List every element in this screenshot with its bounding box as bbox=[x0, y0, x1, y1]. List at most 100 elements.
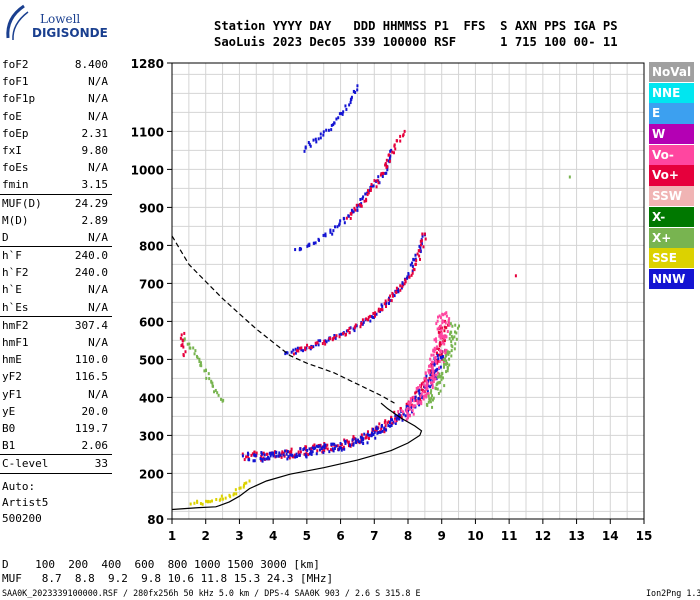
echo-point bbox=[387, 424, 390, 428]
echo-point bbox=[333, 121, 336, 125]
echo-point bbox=[438, 372, 441, 376]
echo-point bbox=[243, 458, 246, 462]
echo-point bbox=[432, 380, 435, 384]
echo-point bbox=[456, 326, 459, 330]
echo-point bbox=[412, 412, 415, 416]
echo-point bbox=[278, 451, 281, 455]
param-label: foEp bbox=[2, 126, 29, 140]
echo-point bbox=[308, 452, 311, 456]
echo-point bbox=[433, 356, 436, 360]
echo-point bbox=[284, 449, 287, 453]
echo-point bbox=[406, 416, 409, 420]
echo-point bbox=[268, 457, 271, 461]
param-value: 2.31 bbox=[81, 126, 109, 140]
echo-point bbox=[268, 451, 271, 455]
echo-point bbox=[365, 197, 368, 201]
polarization-legend: NoVal NNE E W Vo- Vo+ SSW X- X+ SSE NNW bbox=[649, 62, 694, 290]
echo-point bbox=[436, 319, 439, 323]
echo-point bbox=[407, 414, 410, 418]
echo-point bbox=[434, 375, 437, 379]
echo-point bbox=[372, 184, 375, 188]
echo-point bbox=[439, 355, 442, 359]
echo-point bbox=[431, 374, 434, 378]
echo-point bbox=[443, 365, 446, 369]
echo-point bbox=[376, 427, 379, 431]
logo-line1: Lowell bbox=[40, 12, 81, 26]
echo-point bbox=[304, 146, 307, 150]
echo-point bbox=[429, 373, 432, 377]
echo-point bbox=[260, 454, 263, 458]
echo-point bbox=[253, 459, 256, 463]
echo-point bbox=[439, 389, 442, 393]
echo-point bbox=[376, 431, 379, 435]
echo-point bbox=[393, 419, 396, 423]
echo-point bbox=[279, 453, 282, 457]
param-row: fmin 3.15 bbox=[0, 176, 112, 193]
echo-point bbox=[434, 337, 437, 341]
echo-point bbox=[413, 268, 416, 272]
echo-point bbox=[436, 327, 439, 331]
param-label: D bbox=[2, 230, 9, 244]
echo-point bbox=[352, 442, 355, 446]
echo-point bbox=[311, 446, 314, 450]
echo-point bbox=[435, 345, 438, 349]
echo-point bbox=[383, 302, 386, 306]
echo-point bbox=[441, 376, 444, 380]
echo-point bbox=[402, 410, 405, 414]
echo-point bbox=[431, 386, 434, 390]
echo-point bbox=[367, 315, 370, 319]
param-row: B1 2.06 bbox=[0, 437, 112, 454]
echo-point bbox=[265, 457, 268, 461]
echo-point bbox=[365, 434, 368, 438]
echo-point bbox=[245, 481, 248, 485]
echo-point bbox=[391, 291, 394, 295]
echo-point bbox=[358, 203, 361, 207]
echo-point bbox=[340, 446, 343, 450]
echo-point bbox=[388, 299, 391, 303]
echo-point bbox=[292, 352, 295, 356]
echo-point bbox=[290, 450, 293, 454]
echo-point bbox=[440, 374, 443, 378]
echo-point bbox=[369, 188, 372, 192]
echo-point bbox=[373, 430, 376, 434]
echo-point bbox=[247, 452, 250, 456]
echo-point bbox=[417, 396, 420, 400]
param-row: yE 20.0 bbox=[0, 403, 112, 420]
echo-point bbox=[449, 322, 452, 326]
echo-point bbox=[399, 414, 402, 418]
echo-point bbox=[384, 163, 387, 167]
echo-point bbox=[280, 452, 283, 456]
echo-point bbox=[372, 427, 375, 431]
file-info-text: SAA0K_2023339100000.RSF / 280fx256h 50 k… bbox=[2, 588, 421, 598]
x-tick-label: 15 bbox=[636, 529, 653, 543]
echo-point bbox=[444, 321, 447, 325]
echo-point bbox=[269, 451, 272, 455]
echo-point bbox=[388, 153, 391, 157]
x-tick-label: 2 bbox=[202, 529, 210, 543]
auto-code: 500200 bbox=[2, 512, 42, 525]
echo-point bbox=[455, 331, 458, 335]
echo-point bbox=[349, 326, 352, 330]
echo-point bbox=[446, 361, 449, 365]
param-label: B0 bbox=[2, 421, 16, 435]
echo-point bbox=[391, 150, 394, 154]
echo-point bbox=[181, 343, 184, 347]
echo-point bbox=[429, 364, 432, 368]
echo-point bbox=[399, 284, 402, 288]
echo-point bbox=[198, 360, 201, 364]
echo-point bbox=[443, 336, 446, 340]
echo-point bbox=[438, 353, 441, 357]
echo-point bbox=[356, 208, 359, 212]
echo-point bbox=[448, 363, 451, 367]
echo-point bbox=[380, 303, 383, 307]
echo-point bbox=[395, 417, 398, 421]
echo-point bbox=[324, 443, 327, 447]
echo-point bbox=[355, 203, 358, 207]
echo-point bbox=[449, 332, 452, 336]
echo-point bbox=[389, 294, 392, 298]
station-header: Station YYYY DAY DDD HHMMSS P1 FFS S AXN… bbox=[214, 18, 618, 50]
echo-point bbox=[421, 396, 424, 400]
echo-point bbox=[417, 386, 420, 390]
echo-point bbox=[349, 444, 352, 448]
echo-point bbox=[261, 459, 264, 463]
